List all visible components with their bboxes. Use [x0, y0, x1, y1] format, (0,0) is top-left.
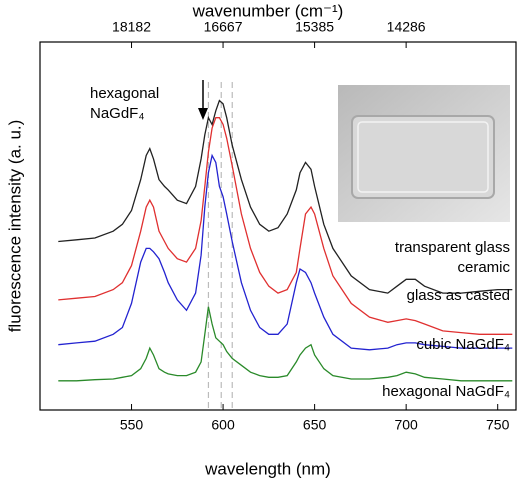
series-label: hexagonal NaGdF₄	[382, 383, 510, 400]
x-tick-label: 650	[303, 417, 327, 433]
series-label: transparent glass ceramic	[394, 239, 510, 276]
annotation: hexagonal NaGdF₄	[90, 85, 160, 122]
plot-frame	[39, 41, 517, 411]
x2-tick-label: 18182	[112, 19, 151, 35]
x-tick-label: 750	[486, 417, 510, 433]
series-line	[58, 99, 513, 294]
x-axis-title: wavelength (nm)	[204, 459, 331, 478]
series-label: glass as casted	[406, 287, 510, 304]
y-axis-title: fluorescence intensity (a. u.)	[5, 120, 24, 333]
x2-tick-label: 15385	[295, 19, 334, 35]
x2-tick-label: 16667	[204, 19, 243, 35]
x2-tick-label: 14286	[387, 19, 426, 35]
series-line	[58, 306, 513, 382]
series-label: cubic NaGdF₄	[416, 336, 510, 353]
arrow-head	[198, 108, 208, 120]
x-tick-label: 550	[120, 417, 144, 433]
series-line	[58, 117, 513, 335]
x-tick-label: 700	[394, 417, 418, 433]
x2-axis-title: wavenumber (cm⁻¹)	[192, 1, 344, 20]
series-line	[58, 153, 513, 351]
inset-photo	[338, 85, 510, 222]
x-tick-label: 600	[211, 417, 235, 433]
